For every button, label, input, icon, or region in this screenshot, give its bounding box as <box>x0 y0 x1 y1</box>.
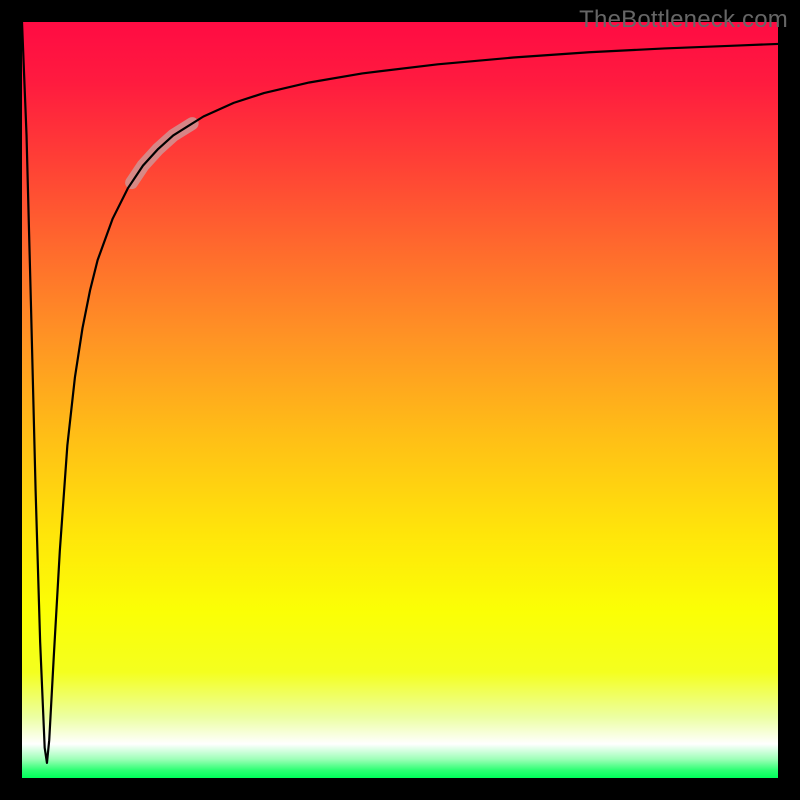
chart-root: TheBottleneck.com <box>0 0 800 800</box>
plot-background <box>22 22 778 778</box>
chart-svg <box>0 0 800 800</box>
watermark-text: TheBottleneck.com <box>579 6 788 34</box>
